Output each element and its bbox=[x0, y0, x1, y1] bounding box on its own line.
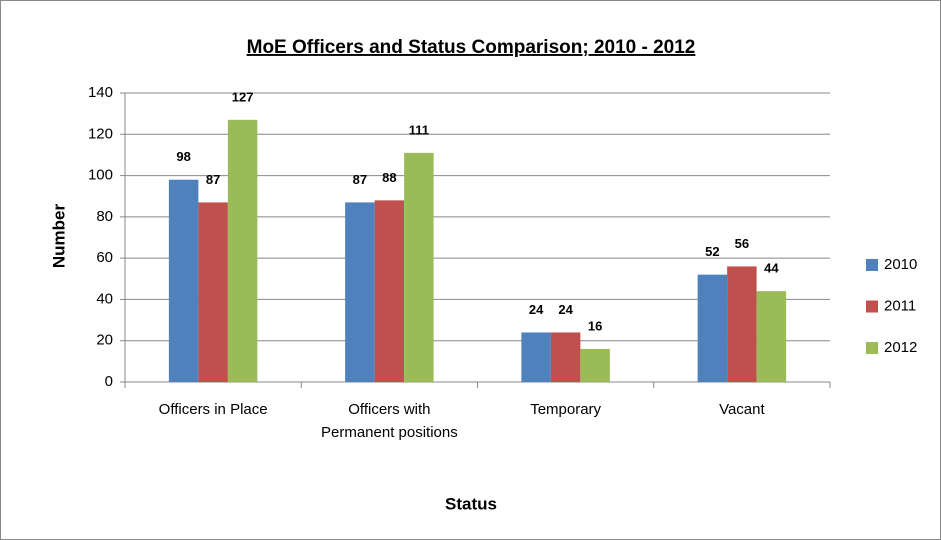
bar bbox=[198, 202, 228, 382]
data-label: 44 bbox=[764, 261, 779, 276]
data-label: 24 bbox=[529, 302, 544, 317]
y-axis-label: Number bbox=[49, 204, 68, 269]
bar bbox=[227, 119, 258, 382]
x-tick-label: Vacant bbox=[719, 401, 765, 418]
data-label: 87 bbox=[206, 172, 220, 187]
bar bbox=[345, 202, 375, 382]
data-label: 52 bbox=[705, 244, 719, 259]
y-tick-label: 80 bbox=[96, 208, 113, 225]
y-tick-label: 100 bbox=[88, 167, 113, 184]
data-label: 98 bbox=[176, 149, 190, 164]
legend-swatch bbox=[866, 342, 878, 354]
legend-label: 2010 bbox=[884, 256, 917, 273]
y-tick-label: 120 bbox=[88, 125, 113, 142]
legend-label: 2012 bbox=[884, 339, 917, 356]
bar bbox=[580, 348, 610, 382]
bar bbox=[168, 179, 199, 382]
data-label: 24 bbox=[558, 302, 573, 317]
bar bbox=[521, 332, 551, 382]
y-tick-label: 60 bbox=[96, 249, 113, 266]
x-tick-label: Officers in Place bbox=[158, 401, 268, 418]
bar bbox=[697, 274, 728, 382]
legend-swatch bbox=[866, 300, 878, 313]
legend-swatch bbox=[866, 259, 878, 271]
bar bbox=[727, 266, 757, 382]
data-label: 127 bbox=[232, 89, 254, 104]
data-label: 88 bbox=[382, 170, 396, 185]
bar bbox=[374, 200, 405, 382]
y-tick-label: 0 bbox=[105, 373, 113, 390]
data-label: 111 bbox=[409, 122, 429, 137]
data-label: 56 bbox=[735, 236, 749, 251]
legend-label: 2011 bbox=[884, 297, 916, 314]
x-axis-label: Status bbox=[445, 494, 497, 513]
y-tick-label: 40 bbox=[96, 290, 113, 307]
bar bbox=[550, 332, 581, 382]
data-label: 16 bbox=[588, 318, 602, 333]
chart-title: MoE Officers and Status Comparison; 2010… bbox=[247, 37, 696, 58]
x-tick-label: Officers with Permanent positions bbox=[321, 401, 458, 441]
data-label: 87 bbox=[353, 172, 367, 187]
y-tick-label: 140 bbox=[88, 84, 113, 101]
bar bbox=[404, 152, 434, 382]
x-tick-label: Temporary bbox=[530, 401, 602, 418]
bar bbox=[756, 291, 787, 382]
y-tick-label: 20 bbox=[96, 332, 113, 349]
